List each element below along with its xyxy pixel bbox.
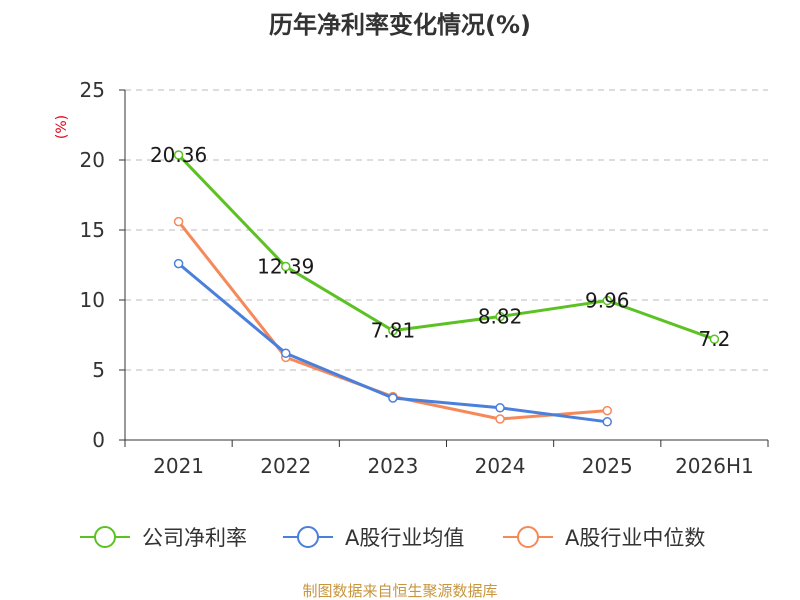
x-tick-label: 2024	[475, 454, 526, 478]
data-point	[709, 334, 720, 344]
y-tick-label: 0	[92, 428, 105, 452]
x-tick-label: 2022	[260, 454, 311, 478]
legend-label: A股行业均值	[345, 526, 464, 550]
series-line	[177, 153, 715, 341]
data-labels: 20.36 12.39 7.81 8.82 9.96 7.2	[150, 143, 730, 351]
data-point	[495, 414, 505, 424]
data-point	[173, 150, 184, 160]
legend-marker	[94, 526, 116, 548]
series-1	[173, 258, 612, 427]
source-note: 制图数据来自恒生聚源数据库	[302, 582, 497, 600]
data-label: 7.2	[699, 327, 731, 351]
data-point	[281, 348, 291, 358]
data-label: 9.96	[585, 289, 630, 313]
data-point	[602, 417, 612, 427]
data-label: 20.36	[150, 143, 207, 167]
legend-item: A股行业中位数	[503, 526, 705, 550]
y-tick-label: 5	[92, 358, 105, 382]
series-lines	[173, 150, 720, 427]
data-point	[281, 261, 291, 272]
data-label: 7.81	[371, 319, 416, 343]
gridlines	[125, 89, 768, 371]
y-tick-label: 25	[80, 78, 105, 102]
data-point	[495, 403, 505, 413]
data-point	[602, 295, 612, 306]
data-point	[173, 216, 184, 227]
x-tick-label: 2026H1	[675, 454, 754, 478]
data-point	[495, 311, 505, 322]
data-point	[173, 258, 184, 269]
legend-marker	[297, 526, 319, 548]
legend: 公司净利率 A股行业均值 A股行业中位数	[80, 526, 705, 550]
legend-label: 公司净利率	[142, 526, 247, 550]
y-tick-label: 10	[80, 288, 105, 312]
x-tick-label: 2023	[367, 454, 418, 478]
legend-item: A股行业均值	[283, 526, 464, 550]
y-tick-label: 15	[80, 218, 105, 242]
data-label: 8.82	[478, 305, 523, 329]
data-label: 12.39	[257, 255, 314, 279]
chart-title: 历年净利率变化情况(%)	[269, 11, 531, 39]
x-tick-label: 2021	[153, 454, 204, 478]
y-axis-label: (%)	[54, 115, 70, 139]
legend-item: 公司净利率	[80, 526, 247, 550]
data-point	[602, 405, 612, 416]
series-0	[173, 150, 720, 344]
legend-label: A股行业中位数	[565, 526, 705, 550]
y-tick-label: 20	[80, 148, 105, 172]
data-point	[388, 393, 398, 403]
legend-marker	[517, 526, 539, 548]
data-point	[388, 325, 398, 336]
x-tick-label: 2025	[582, 454, 633, 478]
